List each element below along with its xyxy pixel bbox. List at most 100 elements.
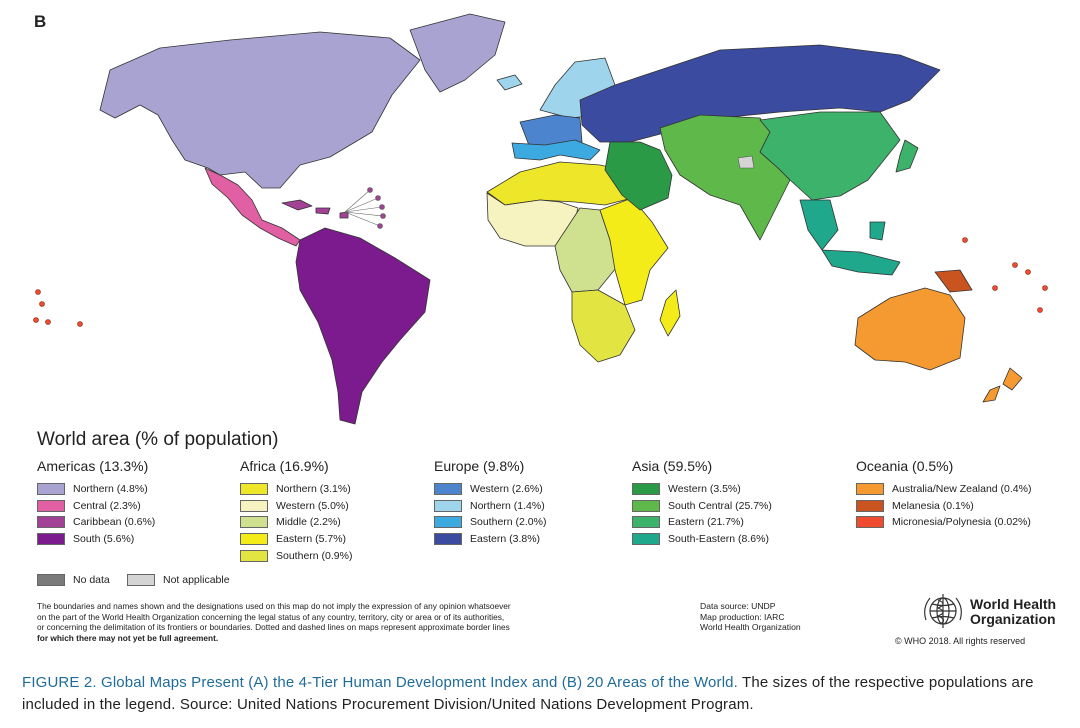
legend-item-label: South (5.6%) — [73, 533, 135, 546]
data-source-line: World Health Organization — [700, 622, 801, 633]
legend-item-label: Northern (1.4%) — [470, 499, 545, 512]
legend-item-label: Middle (2.2%) — [276, 516, 341, 529]
region-americas-northern — [99, 31, 421, 189]
not-applicable-area — [737, 155, 755, 169]
legend-item-label: Northern (3.1%) — [276, 483, 351, 496]
legend-item-label: No data — [73, 574, 110, 586]
disclaimer-line: for which there may not yet be full agre… — [37, 632, 219, 643]
legend-swatch — [434, 499, 462, 512]
legend-region-title: Africa (16.9%) — [240, 458, 329, 474]
legend-swatch — [37, 499, 65, 512]
legend-swatch — [856, 516, 884, 529]
caribbean-islands — [367, 187, 386, 229]
region-oceania-australia — [854, 287, 966, 371]
micronesia-polynesia-dots — [33, 237, 1048, 327]
legend-item-label: Not applicable — [163, 574, 230, 586]
legend-item: Eastern (5.7%) — [240, 531, 352, 548]
region-japan — [895, 139, 919, 173]
region-iceland — [496, 74, 523, 91]
region-americas-caribbean — [281, 199, 349, 219]
legend-item-label: South-Eastern (8.6%) — [668, 533, 769, 546]
legend-swatch — [37, 533, 65, 546]
legend-item: Southern (2.0%) — [434, 514, 546, 531]
legend-item-label: Western (5.0%) — [276, 499, 349, 512]
figure-caption: FIGURE 2. Global Maps Present (A) the 4-… — [22, 672, 1066, 716]
legend-item-label: Western (2.6%) — [470, 483, 543, 496]
legend-region-americas: Americas (13.3%) Northern (4.8%) Central… — [37, 458, 155, 547]
legend-region-title: Europe (9.8%) — [434, 458, 525, 474]
region-americas-central — [204, 167, 301, 247]
legend-item-label: Western (3.5%) — [668, 483, 741, 496]
legend-region-title: Oceania (0.5%) — [856, 458, 954, 474]
legend-region-title: Asia (59.5%) — [632, 458, 713, 474]
disclaimer-line: or concerning the delimitation of its fr… — [37, 622, 510, 633]
legend-swatch — [434, 516, 462, 529]
legend-swatch — [434, 483, 462, 496]
legend-item-label: Eastern (5.7%) — [276, 533, 347, 546]
legend-item-label: South Central (25.7%) — [668, 499, 772, 512]
legend-item-label: Melanesia (0.1%) — [892, 499, 974, 512]
legend-item-label: Central (2.3%) — [73, 499, 141, 512]
legend-swatch — [240, 549, 268, 562]
region-oceania-melanesia — [934, 269, 973, 293]
region-europe-southern — [511, 139, 601, 161]
legend-region-europe: Europe (9.8%) Western (2.6%) Northern (1… — [434, 458, 546, 547]
legend-swatch — [240, 516, 268, 529]
legend-item: Eastern (3.8%) — [434, 531, 546, 548]
legend-region-title: Americas (13.3%) — [37, 458, 149, 474]
legend-item: South Central (25.7%) — [632, 498, 772, 515]
caribbean-leader-lines — [344, 189, 384, 227]
region-asia-south-eastern — [799, 199, 901, 276]
disclaimer-line: The boundaries and names shown and the d… — [37, 601, 511, 611]
legend-item: Micronesia/Polynesia (0.02%) — [856, 514, 1031, 531]
legend-item: Middle (2.2%) — [240, 514, 352, 531]
region-asia-eastern — [759, 111, 901, 201]
data-source: Data source: UNDP Map production: IARC W… — [700, 601, 801, 633]
legend-swatch — [632, 516, 660, 529]
legend-title: World area (% of population) — [37, 429, 279, 450]
panel-label: B — [34, 12, 47, 31]
legend-item: Southern (0.9%) — [240, 547, 352, 564]
data-source-line: Data source: UNDP — [700, 601, 776, 611]
legend-item-label: Eastern (3.8%) — [470, 533, 541, 546]
legend-swatch — [240, 533, 268, 546]
legend-swatch — [37, 574, 65, 586]
legend-item: Western (3.5%) — [632, 481, 772, 498]
legend-item: Northern (3.1%) — [240, 481, 352, 498]
world-map — [33, 13, 1048, 425]
figure-caption-title: FIGURE 2. Global Maps Present (A) the 4-… — [22, 674, 738, 691]
map-disclaimer: The boundaries and names shown and the d… — [37, 601, 687, 643]
legend-item: Melanesia (0.1%) — [856, 498, 1031, 515]
legend-item: Western (2.6%) — [434, 481, 546, 498]
legend-swatch — [856, 483, 884, 496]
legend-not-applicable: Not applicable — [127, 574, 230, 586]
legend-item: Central (2.3%) — [37, 498, 155, 515]
legend-item-label: Eastern (21.7%) — [668, 516, 744, 529]
region-americas-south — [295, 227, 431, 425]
legend-item: Caribbean (0.6%) — [37, 514, 155, 531]
region-greenland — [409, 13, 506, 93]
who-name-line: Organization — [970, 611, 1056, 627]
legend-item: Northern (1.4%) — [434, 498, 546, 515]
legend-item: Northern (4.8%) — [37, 481, 155, 498]
legend-swatch — [240, 499, 268, 512]
data-source-line: Map production: IARC — [700, 611, 785, 622]
disclaimer-line: on the part of the World Health Organiza… — [37, 611, 505, 622]
region-oceania-new-zealand — [982, 367, 1023, 403]
legend-item-label: Caribbean (0.6%) — [73, 516, 156, 529]
legend-swatch — [37, 483, 65, 496]
legend-item-label: Northern (4.8%) — [73, 483, 148, 496]
legend-item-label: Southern (0.9%) — [276, 549, 353, 562]
legend-swatch — [127, 574, 155, 586]
legend-item: South (5.6%) — [37, 531, 155, 548]
legend-region-oceania: Oceania (0.5%) Australia/New Zealand (0.… — [856, 458, 1031, 531]
legend-item-label: Australia/New Zealand (0.4%) — [892, 483, 1032, 496]
legend-item-label: Southern (2.0%) — [470, 516, 547, 529]
region-madagascar — [659, 289, 681, 337]
legend-swatch — [632, 483, 660, 496]
who-copyright: © WHO 2018. All rights reserved — [895, 636, 1026, 646]
legend-item: Western (5.0%) — [240, 498, 352, 515]
who-logo-icon — [924, 594, 962, 628]
region-africa-southern — [571, 289, 636, 363]
figure-caption-text: The sizes of the respective populations … — [22, 674, 1034, 713]
